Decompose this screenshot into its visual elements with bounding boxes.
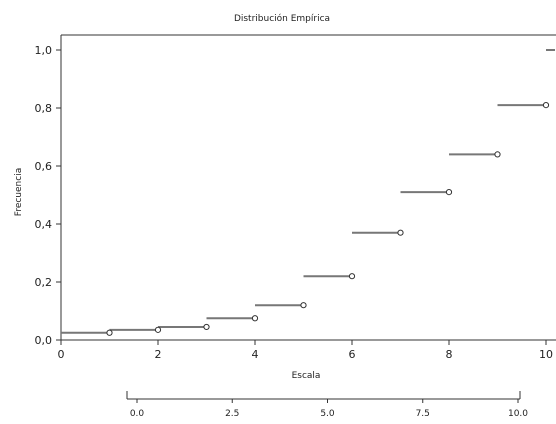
- secondary-tick-label: 0.0: [130, 409, 145, 419]
- y-axis: 0,0 0,2 0,4 0,6 0,8 1,0: [35, 44, 61, 347]
- secondary-tick-label: 5.0: [320, 409, 335, 419]
- secondary-tick-label: 7.5: [416, 409, 430, 419]
- open-point: [300, 302, 307, 309]
- y-tick-label: 0,2: [35, 276, 53, 289]
- x-tick-label: 4: [252, 348, 259, 361]
- chart-title: Distribución Empírica: [234, 13, 330, 24]
- y-tick-label: 0,8: [35, 102, 53, 115]
- x-tick-label: 2: [155, 348, 162, 361]
- x-tick-label: 8: [446, 348, 453, 361]
- secondary-scale-axis: 0.0 2.5 5.0 7.5 10.0: [126, 391, 528, 419]
- y-tick-label: 1,0: [35, 44, 53, 57]
- x-axis: 0 2 4 6 8 10: [58, 340, 553, 361]
- open-point: [348, 273, 356, 280]
- open-point: [397, 229, 404, 236]
- secondary-tick-label: 2.5: [225, 409, 239, 419]
- open-point: [494, 151, 501, 158]
- open-point: [154, 326, 162, 333]
- secondary-tick-label: 10.0: [508, 409, 528, 419]
- y-tick-label: 0,0: [35, 334, 53, 347]
- plot-frame: [60, 34, 556, 341]
- open-point: [203, 323, 210, 331]
- open-point: [251, 315, 259, 322]
- open-point: [542, 102, 550, 109]
- open-point: [106, 329, 113, 336]
- y-axis-title: Frecuencia: [14, 168, 24, 216]
- x-axis-title: Escala: [292, 371, 321, 381]
- open-point-series: [106, 102, 550, 336]
- y-tick-label: 0,4: [35, 218, 53, 231]
- step-series: [61, 49, 555, 334]
- x-tick-label: 6: [349, 348, 356, 361]
- y-tick-label: 0,6: [35, 160, 53, 173]
- open-point: [445, 189, 453, 196]
- x-tick-label: 0: [58, 348, 65, 361]
- x-tick-label: 10: [539, 348, 553, 361]
